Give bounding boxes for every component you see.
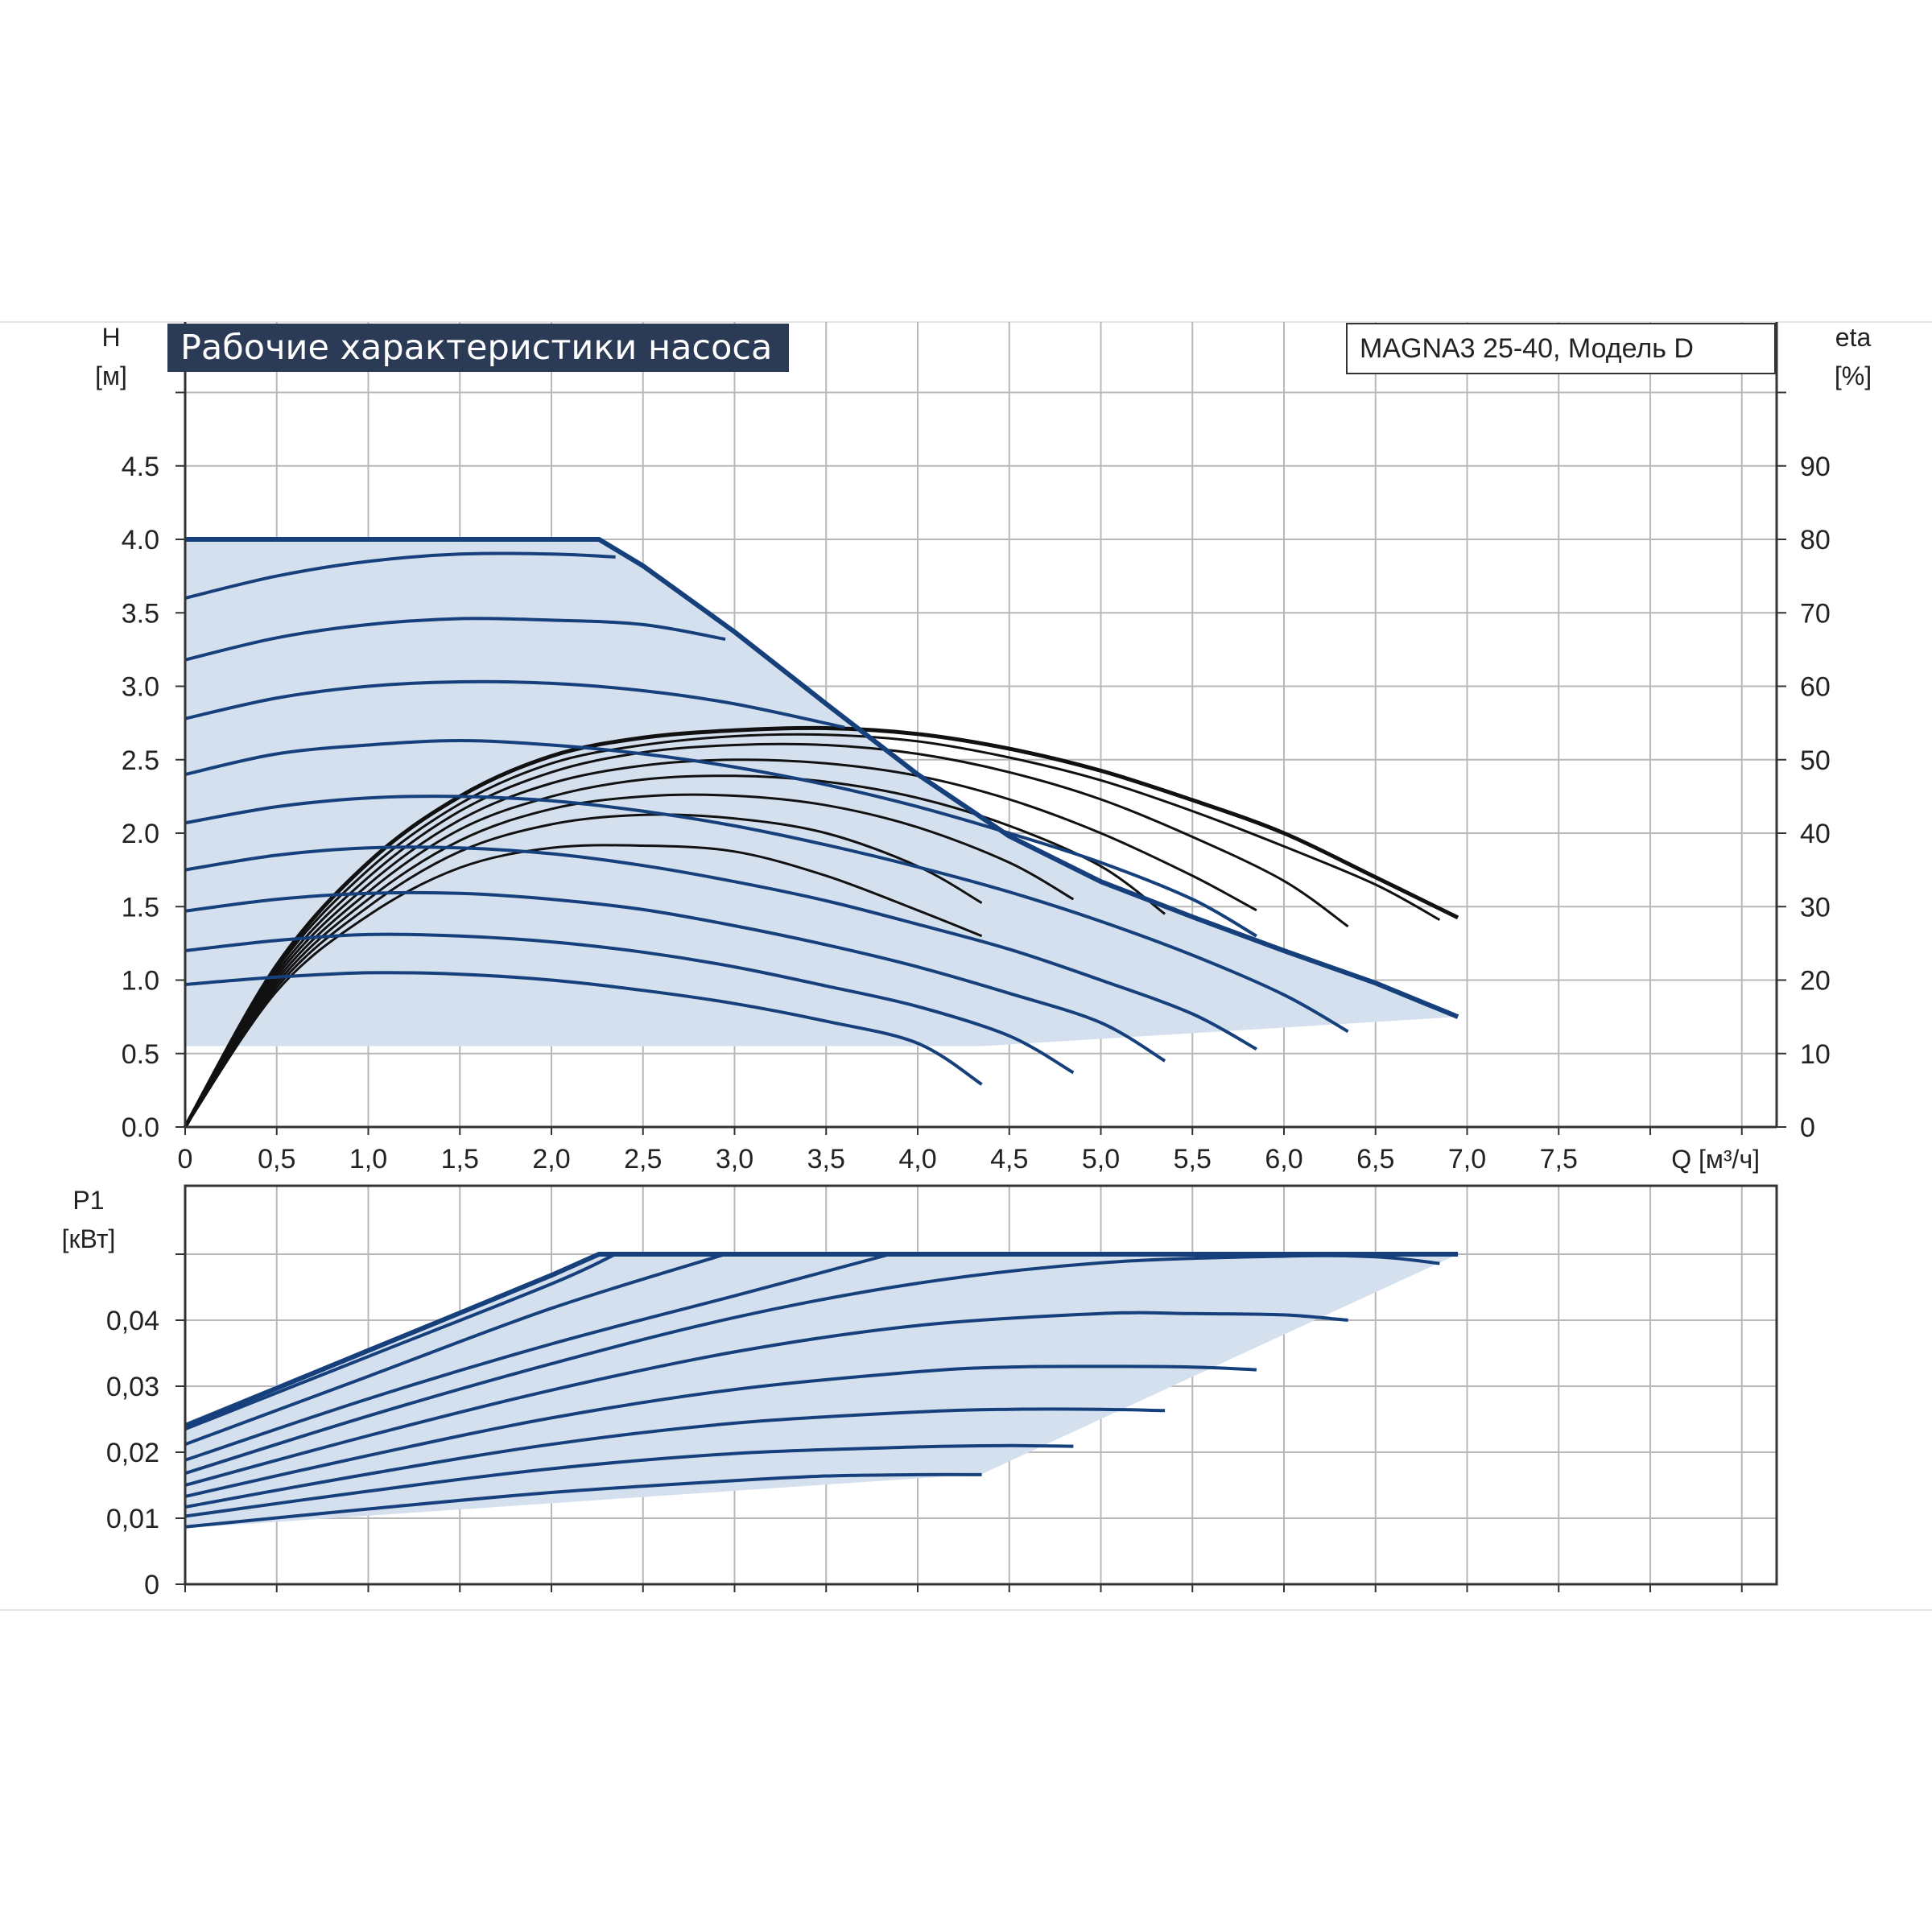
p1-curve [184,1253,617,1431]
p1-y-tick-label: 0,03 [106,1372,159,1402]
p1-tick-labels: 0 0,01 0,02 0,03 0,04 [106,1306,159,1600]
p1-curve [184,1252,1459,1428]
p1-y-tick-label: 0,04 [106,1306,159,1336]
qh-x-tick-label: 2,0 [532,1144,570,1174]
qh-operating-area [185,539,1459,1046]
qh-y2-tick-label: 70 [1800,598,1831,629]
qh-x-tick-label: 0 [178,1144,193,1174]
qh-x-tick-label: 7,0 [1448,1144,1486,1174]
p1-curve [184,1311,1348,1487]
qh-x-tick-label: 5,0 [1082,1144,1120,1174]
qh-curves [184,537,1459,1086]
qh-curve [185,537,1459,1019]
efficiency-curve [184,844,983,1128]
p1-axes [175,1184,1778,1592]
qh-curve [184,890,1166,1063]
p1-curve [184,1253,726,1447]
y2-axis-unit: [%] [1835,361,1872,390]
qh-y2-tick-label: 90 [1800,452,1831,482]
qh-y-tick-label: 3.0 [122,672,159,703]
qh-x-tick-label: 4,0 [898,1144,936,1174]
p1-curves [184,1252,1459,1529]
efficiency-curves [183,725,1459,1129]
qh-x-tick-label: 4,5 [990,1144,1028,1174]
efficiency-curve [184,758,1257,1128]
p1-curve [184,1253,1440,1476]
qh-y2-tick-label: 60 [1800,672,1831,703]
qh-y-tick-label: 4.5 [122,452,159,482]
p1-frame [184,1184,1778,1586]
qh-x-tick-label: 1,0 [349,1144,387,1174]
p1-axis-label: P1 [72,1186,104,1215]
qh-y-tick-label: 4.0 [122,525,159,555]
qh-y2-tick-label: 40 [1800,819,1831,849]
p1-y-tick-label: 0,01 [106,1504,159,1534]
p1-curve [184,1472,982,1529]
qh-y2-tick-label: 80 [1800,525,1831,555]
qh-x-tick-label: 0,5 [258,1144,295,1174]
y-axis-label: H [101,323,120,352]
model-label: MAGNA3 25-40, Модель D [1360,333,1694,364]
qh-y2-tick-label: 20 [1800,966,1831,997]
qh-x-tick-label: 5,5 [1174,1144,1212,1174]
p1-operating-area [185,1254,1459,1529]
y2-axis-label: eta [1835,323,1872,352]
qh-x-tick-label: 3,0 [716,1144,753,1174]
qh-curve [184,971,983,1086]
qh-tick-labels: 0.0 0.5 1.0 1.5 2.0 2.5 3.0 3.5 4.0 4.5 0 10 20 30 40 5… [122,452,1831,1174]
p1-y-tick-label: 0 [144,1570,159,1600]
qh-x-tick-label: 1,5 [441,1144,479,1174]
p1-curve [184,1443,1074,1518]
p1-y-tick-label: 0,02 [106,1438,159,1468]
efficiency-curve [184,742,1349,1128]
qh-y-tick-label: 3.5 [122,598,159,629]
qh-y-tick-label: 1.5 [122,892,159,923]
qh-y-tick-label: 2.5 [122,745,159,776]
efficiency-curve [183,725,1459,1129]
p1-curve [184,1253,891,1462]
qh-y2-tick-label: 30 [1800,892,1831,923]
qh-curve [184,932,1075,1075]
qh-y-tick-label: 2.0 [122,819,159,849]
model-box [1346,323,1776,374]
qh-curve [184,617,726,662]
qh-curve [184,845,1257,1051]
chart-title: Рабочие характеристики насоса [180,328,772,368]
p1-plot: 0 0,01 0,02 0,03 0,04 [106,1184,1778,1600]
y-axis-unit: [м] [95,361,127,390]
qh-curve [184,679,845,729]
qh-curve [184,795,1349,1034]
qh-y-tick-label: 1.0 [122,966,159,997]
qh-y2-tick-label: 50 [1800,745,1831,776]
efficiency-curve [184,793,1075,1128]
p1-axis-unit: [кВт] [62,1224,116,1253]
efficiency-curve [184,813,983,1128]
qh-curve [184,739,1257,938]
efficiency-curve [184,774,1166,1128]
qh-axes [175,322,1786,1135]
qh-y-tick-label: 0.5 [122,1039,159,1070]
qh-y2-tick-label: 10 [1800,1039,1831,1070]
qh-x-tick-label: 6,0 [1265,1144,1302,1174]
qh-x-tick-label: 2,5 [624,1144,662,1174]
efficiency-curve [184,733,1441,1128]
qh-plot: 0.0 0.5 1.0 1.5 2.0 2.5 3.0 3.5 4.0 4.5 0 10 20 30 40 5… [122,322,1831,1174]
qh-y2-tick-label: 0 [1800,1113,1815,1143]
x-axis-label: Q [м³/ч] [1671,1145,1760,1174]
title-background [167,324,789,372]
qh-curve [184,551,616,600]
qh-y-tick-label: 0.0 [122,1113,159,1143]
p1-curve [184,1364,1257,1498]
qh-x-tick-label: 3,5 [807,1144,845,1174]
qh-x-tick-label: 7,5 [1540,1144,1578,1174]
qh-x-tick-label: 6,5 [1356,1144,1394,1174]
p1-curve [184,1407,1166,1509]
